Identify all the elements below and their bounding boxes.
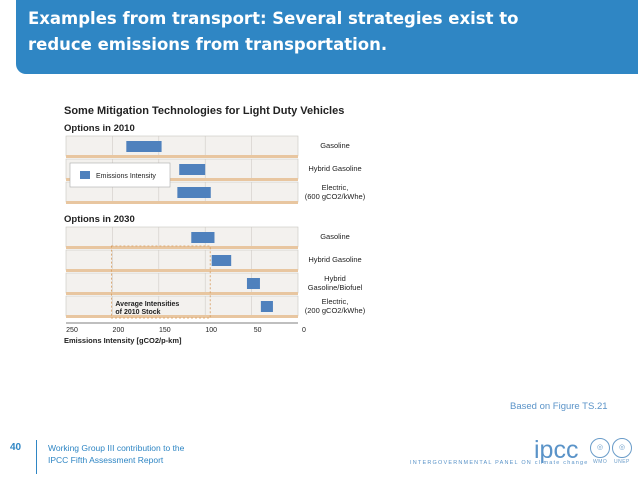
- x-tick-label: 50: [254, 327, 262, 334]
- row-label: Gasoline: [320, 232, 350, 241]
- unep-label: UNEP: [614, 459, 630, 465]
- row-band: [65, 249, 299, 271]
- row-label-line-2: (200 gCO2/kWhe): [305, 306, 366, 315]
- emission-bar: [260, 301, 273, 312]
- row-separator: [66, 155, 298, 158]
- emission-bar: [246, 278, 260, 289]
- x-tick-label: 100: [205, 327, 217, 334]
- emission-bar: [211, 255, 232, 266]
- footer-divider: [36, 440, 37, 474]
- row-separator: [66, 315, 298, 318]
- row-label: Hybrid Gasoline: [308, 255, 361, 264]
- legend-box: [69, 162, 171, 188]
- row-separator: [66, 269, 298, 272]
- legend-swatch: [80, 171, 90, 179]
- chart-title: Some Mitigation Technologies for Light D…: [64, 105, 344, 117]
- row-separator: [66, 292, 298, 295]
- row-band: [65, 272, 299, 294]
- emission-bar: [179, 164, 206, 175]
- partner-logos: ◎ ◎ WMO UNEP: [590, 438, 632, 468]
- ipcc-wordmark: ipcc: [534, 436, 579, 464]
- annotation-line-1: Average Intensities: [115, 301, 179, 308]
- footer-text: Working Group III contribution to the IP…: [48, 442, 184, 466]
- page-number: 40: [10, 442, 22, 453]
- annotation-line-2: of 2010 Stock: [115, 309, 160, 316]
- legend-label: Emissions Intensity: [96, 173, 156, 180]
- x-axis-label: Emissions Intensity [gCO2/p-km]: [64, 336, 182, 345]
- x-tick-label: 250: [66, 327, 78, 334]
- row-label: Gasoline: [320, 141, 350, 150]
- row-label-line-2: (600 gCO2/kWhe): [305, 192, 366, 201]
- emission-bar: [177, 187, 211, 198]
- figure-caption: Based on Figure TS.21: [510, 401, 608, 412]
- ipcc-logo: ipcc INTERGOVERNMENTAL PANEL ON climate …: [410, 436, 632, 474]
- unep-emblem-icon: ◎: [612, 438, 632, 458]
- mitigation-chart: Some Mitigation Technologies for Light D…: [64, 105, 366, 345]
- row-label-line-1: Hybrid: [324, 274, 346, 283]
- wmo-label: WMO: [593, 459, 608, 465]
- slide-title: Examples from transport: Several strateg…: [28, 9, 519, 54]
- footer-line-2: IPCC Fifth Assessment Report: [48, 455, 164, 465]
- annotation-bracket: [111, 245, 211, 319]
- footer-line-1: Working Group III contribution to the: [48, 443, 185, 453]
- x-tick-label: 150: [159, 327, 171, 334]
- title-bar: Examples from transport: Several strateg…: [16, 0, 638, 74]
- group-heading: Options in 2030: [64, 214, 135, 225]
- row-separator: [66, 178, 298, 181]
- row-label: Hybrid Gasoline: [308, 164, 361, 173]
- row-band: [65, 226, 299, 248]
- group-heading: Options in 2010: [64, 123, 135, 134]
- emission-bar: [191, 232, 215, 243]
- wmo-emblem-icon: ◎: [590, 438, 610, 458]
- row-label-line-2: Gasoline/Biofuel: [308, 283, 363, 292]
- row-band: [65, 135, 299, 157]
- x-tick-label: 0: [302, 327, 306, 334]
- ipcc-tagline: INTERGOVERNMENTAL PANEL ON climate chang…: [410, 460, 589, 466]
- row-separator: [66, 246, 298, 249]
- emission-bar: [126, 141, 162, 152]
- x-tick-label: 200: [113, 327, 125, 334]
- row-separator: [66, 201, 298, 204]
- row-label-line-1: Electric,: [322, 183, 349, 192]
- row-label-line-1: Electric,: [322, 297, 349, 306]
